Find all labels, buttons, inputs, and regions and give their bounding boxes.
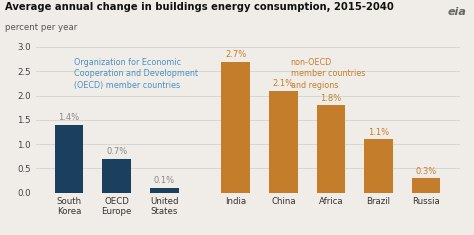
Text: 0.3%: 0.3% (416, 167, 437, 176)
Text: Organization for Economic
Cooperation and Development
(OECD) member countries: Organization for Economic Cooperation an… (74, 58, 198, 90)
Text: 1.4%: 1.4% (59, 113, 80, 122)
Text: 0.7%: 0.7% (106, 147, 128, 156)
Bar (55, 125, 83, 193)
Text: non-OECD
member countries
and regions: non-OECD member countries and regions (291, 58, 365, 90)
Text: 1.1%: 1.1% (368, 128, 389, 137)
Text: 0.1%: 0.1% (154, 176, 175, 185)
Bar (221, 62, 250, 193)
Bar (102, 159, 131, 193)
Text: Average annual change in buildings energy consumption, 2015-2040: Average annual change in buildings energ… (5, 2, 393, 12)
Bar (412, 178, 440, 193)
Text: eia: eia (448, 7, 467, 17)
Text: 2.7%: 2.7% (225, 50, 246, 59)
Bar (150, 188, 179, 193)
Bar (317, 105, 345, 193)
Text: 1.8%: 1.8% (320, 94, 342, 103)
Text: 2.1%: 2.1% (273, 79, 294, 88)
Bar (365, 139, 393, 193)
Text: percent per year: percent per year (5, 24, 77, 32)
Bar (269, 91, 298, 193)
